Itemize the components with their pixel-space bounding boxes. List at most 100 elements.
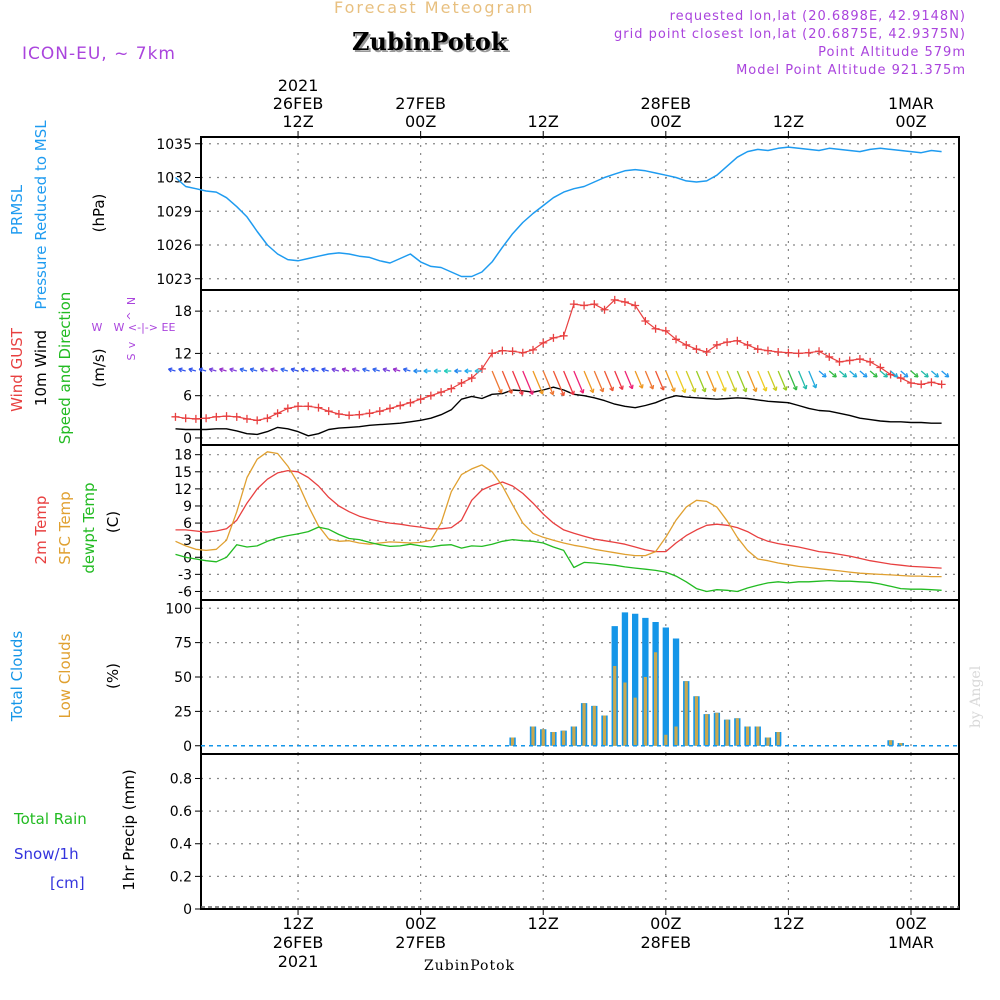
model-name: ICON-EU, ~ 7km [22, 44, 176, 64]
wind-arrow [593, 370, 604, 393]
low-cloud-bar [766, 737, 770, 746]
y-tick-label: 0.4 [170, 837, 192, 853]
gust-marker [672, 335, 681, 344]
gust-marker [712, 340, 721, 349]
wind-arrow-head [549, 390, 555, 396]
gust-marker [457, 379, 466, 387]
gust-marker [242, 414, 251, 423]
low-cloud-bar [899, 743, 903, 746]
wind-arrow-head [508, 389, 513, 394]
gust-marker [600, 305, 609, 314]
temp-label-2m: 2m Temp [32, 496, 50, 565]
wind-arrow [828, 370, 837, 378]
wind-arrow [552, 370, 565, 396]
gust-marker [896, 374, 905, 383]
compass-north: N [125, 297, 138, 305]
gust-marker [283, 404, 292, 413]
y-tick-label: -6 [178, 584, 192, 600]
panel-4: 0 0.2 0.4 0.6 0.8 [170, 753, 960, 918]
panel-3: 0 25 50 75 100 [165, 599, 960, 755]
temp-label-sfc: SFC Temp [56, 491, 74, 564]
precip-unit: 1hr Precip (mm) [120, 769, 138, 890]
y-tick-label: 0.6 [170, 804, 192, 820]
wind-label-direction: Speed and Direction [56, 292, 74, 445]
wind-arrow-head [362, 367, 367, 373]
gust-marker [590, 300, 599, 309]
panel-0: 1023 1026 1029 1032 1035 [156, 136, 960, 291]
wind-arrow-head [691, 388, 697, 393]
gust-marker [835, 357, 844, 366]
gust-marker [580, 301, 589, 310]
wind-arrow-head [944, 373, 950, 378]
y-tick-label: 18 [174, 448, 192, 464]
wind-arrow-head [188, 367, 193, 373]
y-tick-label: 15 [174, 465, 192, 481]
wind-arrow [787, 370, 797, 391]
wind-arrow [818, 370, 827, 378]
gust-marker [845, 356, 854, 365]
wind-arrow [798, 370, 807, 390]
wind-arrow [726, 370, 737, 392]
wind-arrow [736, 370, 747, 393]
gust-marker [937, 380, 946, 389]
x-year-label-bottom: 2021 [278, 952, 319, 971]
wind-arrow-head [742, 387, 748, 393]
wind-arrow-head [433, 368, 438, 374]
total-cloud-bar [631, 613, 639, 746]
wind-arrow-head [821, 373, 827, 378]
low-cloud-bar [541, 729, 545, 746]
low-cloud-bar [684, 681, 688, 746]
wind-arrow-head [249, 367, 255, 373]
wind-arrow [746, 370, 757, 392]
wind-arrow [716, 370, 727, 392]
gust-marker [692, 345, 701, 354]
wind-arrow [910, 370, 919, 378]
wind-arrow [879, 370, 888, 378]
wind-arrow-head [239, 367, 245, 373]
gust-marker [426, 391, 435, 400]
wind-arrow-head [812, 383, 818, 389]
wind-arrow [644, 370, 654, 390]
gust-marker [815, 347, 824, 356]
wind-arrow [900, 370, 909, 378]
wind-arrow-head [454, 368, 459, 374]
wind-arrow-head [178, 367, 183, 373]
gust-marker [212, 412, 221, 421]
wind-arrow-head [883, 373, 888, 378]
total-cloud-bar [621, 612, 629, 746]
compass-down: v [125, 341, 138, 348]
gust-marker [324, 407, 333, 416]
y-tick-label: 1023 [156, 272, 192, 288]
gust-marker [682, 340, 691, 349]
gust-marker [651, 324, 660, 333]
gust-marker [345, 411, 354, 420]
wind-arrow-head [539, 389, 544, 395]
gust-marker [467, 374, 476, 383]
wind-arrow-head [924, 373, 929, 378]
wind-arrow [890, 370, 898, 378]
gust-marker [917, 380, 926, 389]
low-cloud-bar [582, 703, 586, 746]
low-cloud-bar [602, 715, 607, 746]
low-cloud-bar [633, 697, 637, 746]
wind-arrow [654, 370, 665, 391]
gust-marker [702, 348, 711, 356]
y-tick-label: 100 [165, 601, 192, 617]
wind-arrow-head [443, 368, 449, 374]
gust-marker [784, 348, 793, 357]
gust-markers [171, 295, 946, 425]
compass-up: ^ [125, 311, 138, 320]
wind-arrow [777, 370, 787, 391]
wind-arrow-head [167, 367, 173, 373]
wind-arrow-head [392, 367, 398, 373]
wind-arrow [603, 370, 614, 392]
temp-unit: (C) [104, 511, 122, 533]
wind-speed-line [175, 386, 942, 437]
wind-arrow [706, 370, 716, 392]
gust-marker [906, 379, 915, 387]
gust-marker [569, 300, 578, 309]
wind-arrow [532, 370, 544, 395]
y-tick-label: 18 [174, 304, 192, 320]
gust-marker [263, 414, 272, 423]
gust-marker [549, 333, 558, 342]
